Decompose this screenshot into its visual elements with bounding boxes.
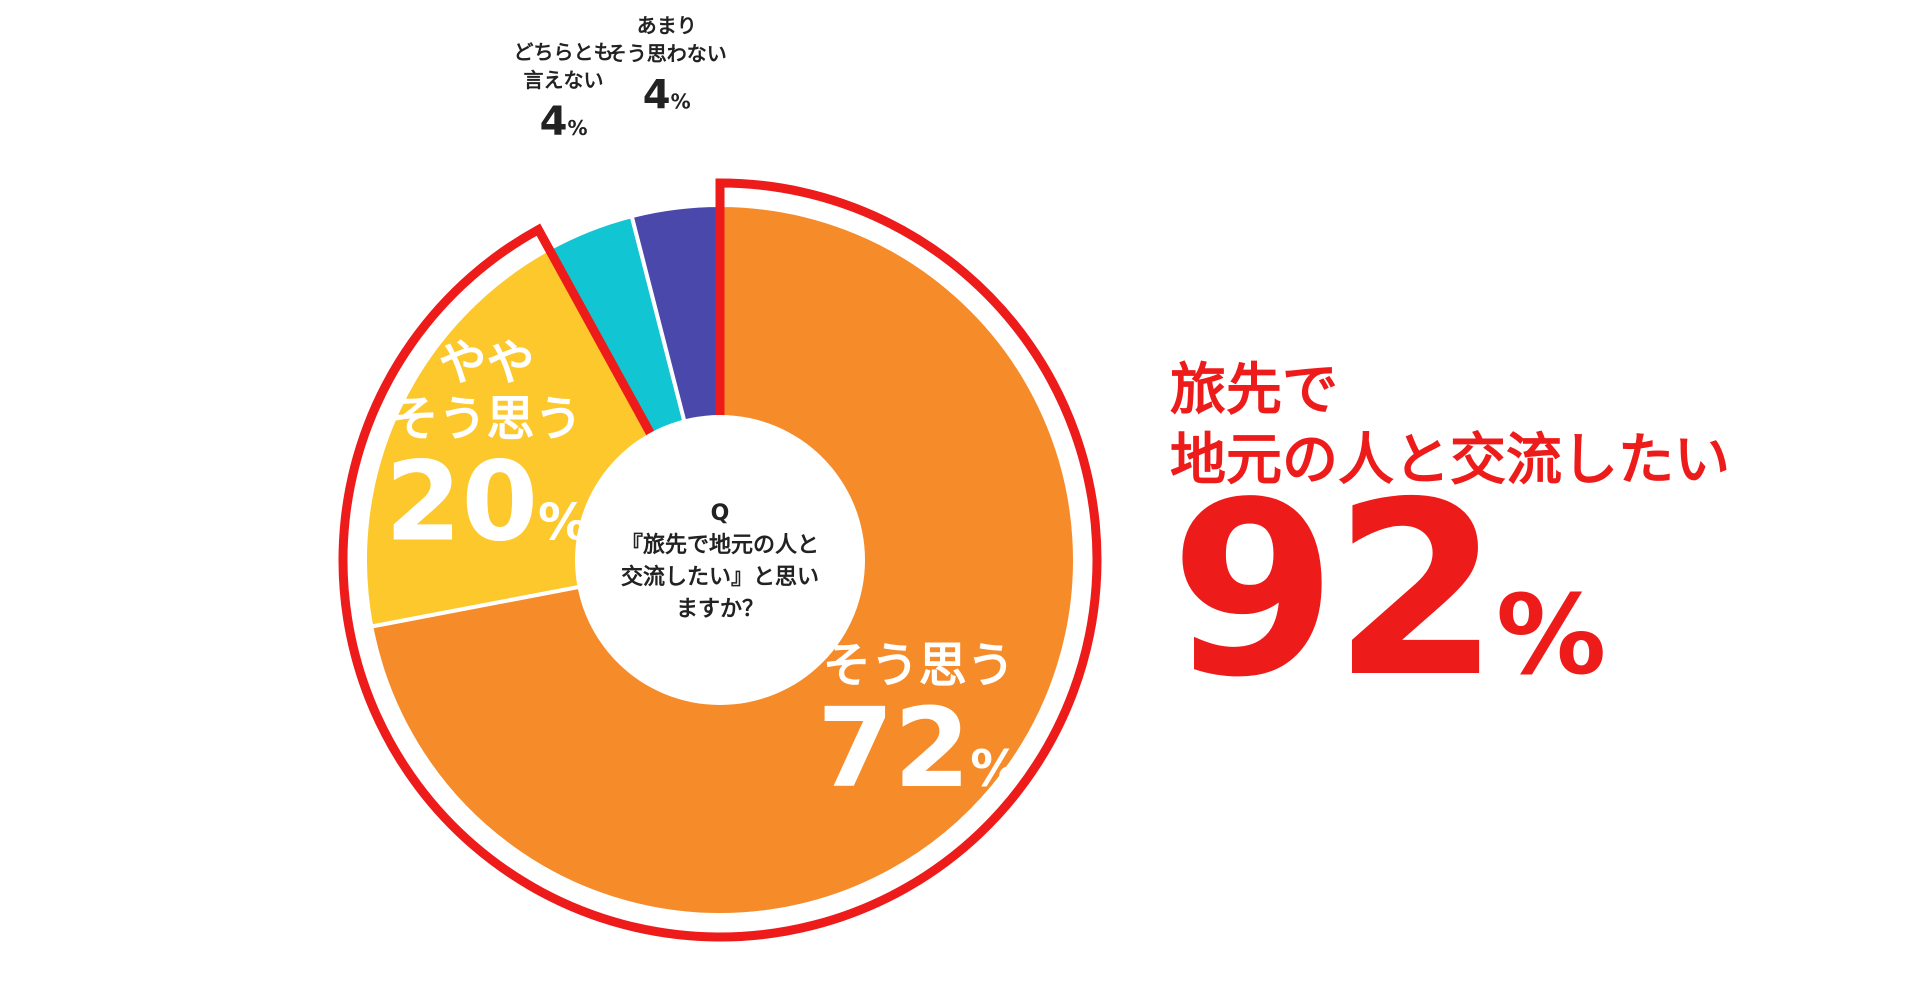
- slice-name: あまり: [637, 13, 697, 37]
- slice-name: やや: [439, 335, 535, 391]
- highlight-border: [338, 178, 1102, 942]
- slice-unit: %: [538, 494, 588, 552]
- headline-line-1: 旅先で: [1170, 358, 1338, 423]
- slice-value: 72%: [817, 684, 1020, 812]
- headline-line-2: 地元の人と交流したい: [1170, 428, 1730, 493]
- slice-value: 4%: [540, 99, 588, 145]
- center-text-line: 交流したい』と思い: [621, 564, 819, 590]
- center-text-line: ますか？: [676, 597, 764, 622]
- slice-value: 20%: [385, 438, 588, 566]
- slice-name: どちらとも: [514, 40, 614, 64]
- headline-number: 92: [1170, 450, 1500, 730]
- center-text-line: 『旅先で地元の人と: [621, 532, 819, 558]
- slice-unit: %: [970, 740, 1020, 798]
- headline-value: 92%: [1170, 470, 1606, 710]
- slice-value: 4%: [643, 72, 691, 118]
- slice-unit: %: [671, 89, 691, 113]
- headline-unit: %: [1495, 571, 1607, 699]
- slice-name: そう思う: [391, 391, 583, 447]
- slice-unit: %: [567, 116, 587, 140]
- center-hole: [575, 415, 865, 705]
- highlight-outline: [338, 178, 1102, 942]
- slice-name: 言えない: [524, 68, 604, 92]
- slice-name: そう思わない: [607, 41, 727, 65]
- slice-name: そう思う: [823, 637, 1015, 693]
- center-text-line: Q: [711, 501, 730, 526]
